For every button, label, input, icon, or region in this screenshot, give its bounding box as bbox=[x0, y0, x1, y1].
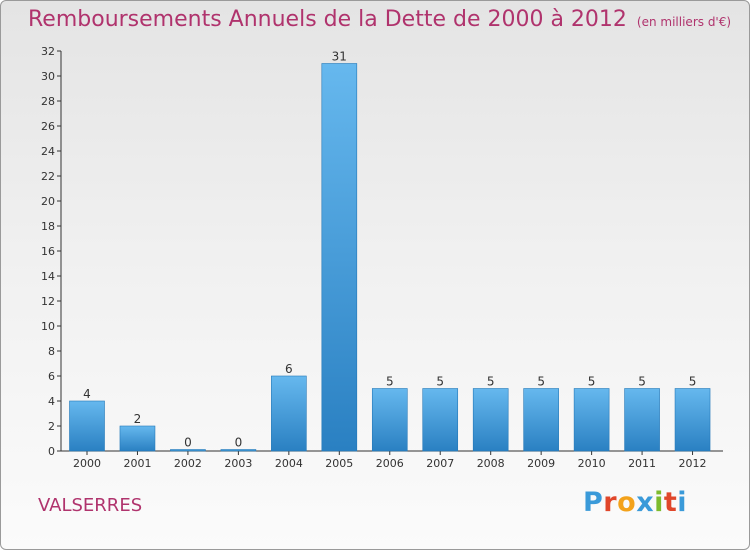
y-tick-label: 8 bbox=[48, 345, 55, 358]
bar-value-label: 5 bbox=[588, 375, 596, 389]
title-unit: (en milliers d'€) bbox=[636, 15, 732, 29]
y-tick-label: 22 bbox=[41, 170, 55, 183]
x-tick-label: 2006 bbox=[376, 457, 404, 470]
bar-value-label: 31 bbox=[332, 50, 347, 64]
bar bbox=[573, 388, 610, 452]
bar-value-label: 5 bbox=[689, 375, 697, 389]
bar bbox=[321, 63, 358, 452]
y-tick-label: 32 bbox=[41, 45, 55, 58]
title-text: Remboursements Annuels de la Dette de 20… bbox=[28, 7, 627, 32]
x-tick-label: 2012 bbox=[679, 457, 707, 470]
x-tick-label: 2008 bbox=[477, 457, 505, 470]
x-tick-label: 2009 bbox=[527, 457, 555, 470]
logo-letter: i bbox=[654, 487, 664, 518]
bar-value-label: 4 bbox=[83, 387, 91, 401]
x-tick-label: 2010 bbox=[578, 457, 606, 470]
y-tick-label: 26 bbox=[41, 120, 55, 133]
logo-letter: P bbox=[583, 487, 604, 518]
bar bbox=[624, 388, 660, 452]
commune-name: VALSERRES bbox=[38, 495, 143, 516]
bar-value-label: 6 bbox=[285, 362, 293, 376]
logo-letter: t bbox=[663, 487, 678, 518]
x-tick-label: 2003 bbox=[224, 457, 252, 470]
x-tick-label: 2005 bbox=[325, 457, 353, 470]
y-tick-label: 14 bbox=[41, 270, 55, 283]
bar-value-label: 5 bbox=[436, 375, 444, 389]
y-tick-label: 24 bbox=[41, 145, 55, 158]
y-tick-label: 20 bbox=[41, 195, 55, 208]
x-tick-label: 2001 bbox=[123, 457, 151, 470]
bar-value-label: 5 bbox=[537, 375, 545, 389]
y-tick-label: 30 bbox=[41, 70, 55, 83]
y-tick-label: 4 bbox=[48, 395, 55, 408]
bar-value-label: 5 bbox=[386, 375, 394, 389]
y-tick-label: 16 bbox=[41, 245, 55, 258]
proxiti-logo: Proxiti bbox=[583, 487, 687, 518]
x-tick-label: 2002 bbox=[174, 457, 202, 470]
chart-title: Remboursements Annuels de la Dette de 20… bbox=[28, 7, 731, 32]
bar-value-label: 5 bbox=[487, 375, 495, 389]
bar bbox=[371, 388, 408, 452]
bar bbox=[523, 388, 559, 452]
bar bbox=[170, 449, 206, 452]
bar-value-label: 2 bbox=[134, 412, 142, 426]
bar bbox=[69, 400, 105, 452]
x-tick-label: 2007 bbox=[426, 457, 454, 470]
x-tick-label: 2000 bbox=[73, 457, 101, 470]
logo-letter: i bbox=[677, 487, 688, 518]
x-tick-label: 2004 bbox=[275, 457, 303, 470]
logo-letter: r bbox=[603, 487, 618, 518]
bar bbox=[674, 388, 711, 452]
x-tick-label: 2011 bbox=[628, 457, 656, 470]
y-tick-label: 28 bbox=[41, 95, 55, 108]
y-tick-label: 12 bbox=[41, 295, 55, 308]
y-tick-label: 10 bbox=[41, 320, 55, 333]
bar bbox=[119, 425, 156, 452]
bar-value-label: 5 bbox=[638, 375, 646, 389]
y-tick-label: 18 bbox=[41, 220, 55, 233]
bar bbox=[271, 375, 307, 452]
bar bbox=[472, 388, 509, 452]
bar bbox=[422, 388, 459, 452]
bar bbox=[220, 449, 257, 452]
y-tick-label: 0 bbox=[48, 445, 55, 458]
bar-value-label: 0 bbox=[184, 436, 192, 450]
logo-letter: o bbox=[617, 487, 637, 518]
y-tick-label: 2 bbox=[48, 420, 55, 433]
bar-value-label: 0 bbox=[235, 436, 243, 450]
logo-letter: x bbox=[636, 487, 655, 518]
y-tick-label: 6 bbox=[48, 370, 55, 383]
